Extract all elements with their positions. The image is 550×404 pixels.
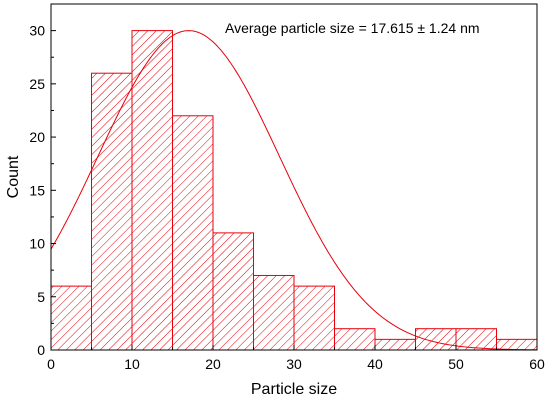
histogram-bar — [374, 338, 416, 351]
ticks-layer: 0 10 20 30 40 50 60 0 5 10 15 20 25 30 — [29, 23, 545, 372]
y-tick-label: 30 — [29, 23, 45, 39]
histogram-bar — [293, 285, 335, 351]
y-tick-label: 0 — [37, 342, 45, 358]
y-tick-label: 25 — [29, 76, 45, 92]
y-tick-label: 15 — [29, 182, 45, 198]
y-axis-title: Count — [5, 155, 22, 198]
bars-layer — [50, 30, 538, 351]
histogram-bar — [50, 285, 92, 351]
x-tick-label: 20 — [205, 356, 221, 372]
x-axis-title: Particle size — [251, 381, 337, 398]
y-tick-label: 10 — [29, 236, 45, 252]
histogram-bar — [334, 328, 376, 351]
x-tick-label: 40 — [367, 356, 383, 372]
histogram-bar — [212, 232, 254, 351]
x-tick-label: 0 — [47, 356, 55, 372]
histogram-bar — [415, 328, 457, 351]
x-tick-label: 30 — [286, 356, 302, 372]
histogram-bar — [253, 274, 295, 351]
average-size-annotation: Average particle size = 17.615 ± 1.24 nm — [225, 20, 480, 36]
x-tick-label: 50 — [448, 356, 464, 372]
histogram-bar — [172, 115, 214, 351]
histogram-bar — [91, 72, 133, 351]
histogram-bar — [496, 338, 538, 351]
x-tick-label: 10 — [124, 356, 140, 372]
histogram-bar — [131, 30, 173, 351]
x-tick-label: 60 — [529, 356, 545, 372]
y-tick-label: 5 — [37, 289, 45, 305]
y-tick-label: 20 — [29, 129, 45, 145]
